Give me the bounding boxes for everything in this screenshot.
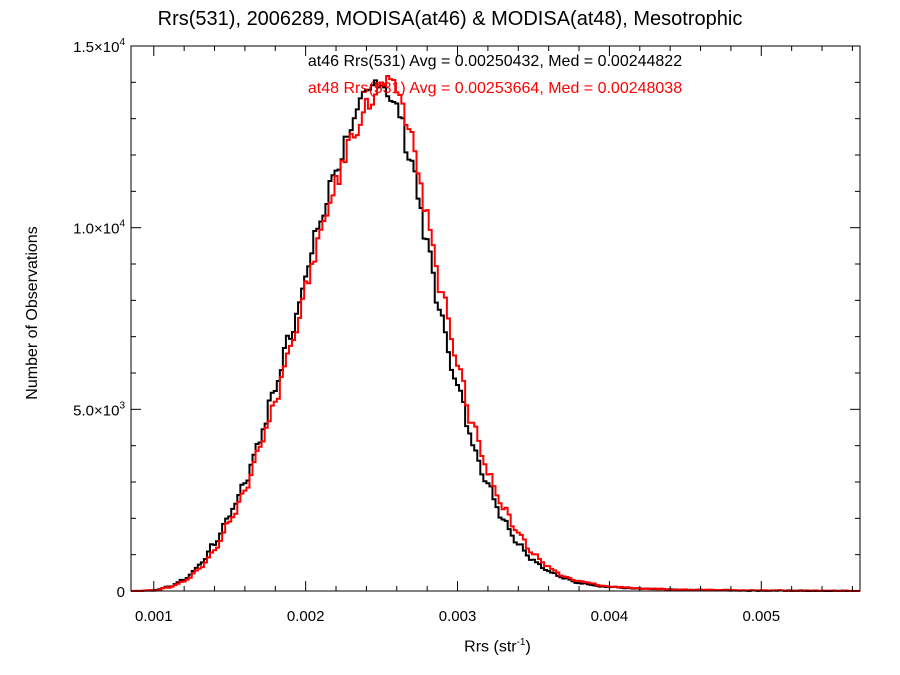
x-axis-label-base: Rrs (str	[464, 638, 517, 656]
chart-title: Rrs(531), 2006289, MODISA(at46) & MODISA…	[157, 8, 743, 30]
y-tick-label: 1.0×104	[73, 219, 125, 238]
annotation-at46: at46 Rrs(531) Avg = 0.00250432, Med = 0.…	[307, 53, 683, 70]
y-tick-label: 0	[117, 584, 125, 601]
x-tick-label: 0.002	[287, 608, 325, 625]
annotation-at48: at48 Rrs(531) Avg = 0.00253664, Med = 0.…	[307, 80, 683, 97]
y-axis-label: Number of Observations	[24, 226, 41, 400]
x-tick-label: 0.003	[439, 608, 477, 625]
x-axis-label-sup: -1	[516, 637, 526, 648]
y-tick-label: 1.5×104	[73, 37, 125, 56]
x-tick-label: 0.005	[743, 608, 781, 625]
x-tick-label: 0.001	[135, 608, 173, 625]
histogram-series-at48	[131, 75, 860, 592]
x-tick-label: 0.004	[591, 608, 629, 625]
plot-frame	[130, 45, 861, 592]
series-group	[131, 75, 860, 592]
histogram-series-at46	[131, 79, 860, 592]
x-axis-label: Rrs (str-1)	[0, 637, 900, 656]
y-tick-label: 5.0×103	[73, 400, 125, 419]
ticks-group: 0.001 0.002 0.003 0.004 0.005 0 5.0×103 1.0×104…	[73, 37, 860, 625]
x-axis-label-end: )	[525, 638, 531, 656]
